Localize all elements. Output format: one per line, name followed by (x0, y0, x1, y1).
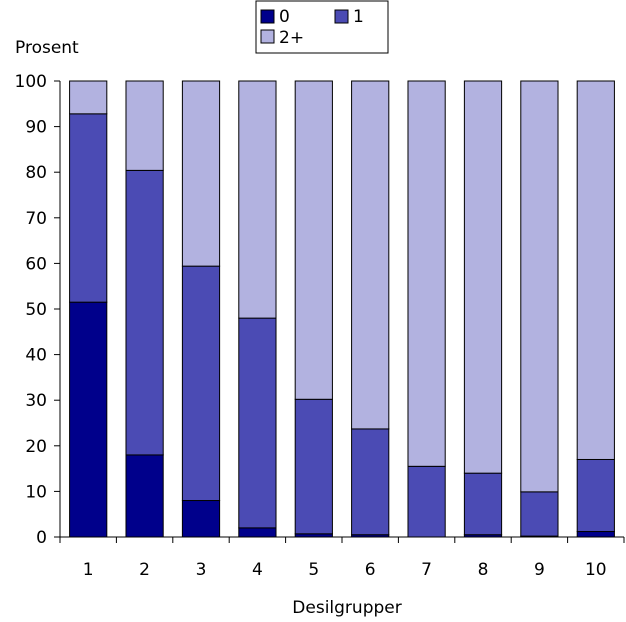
legend-box (255, 0, 389, 54)
y-axis-title: Prosent (15, 38, 79, 58)
bar-segment-1-cat-7 (407, 465, 446, 538)
bar-segment-1-cat-2 (125, 169, 164, 456)
legend-swatch-0 (260, 9, 275, 24)
bar-segment-1-cat-6 (351, 428, 390, 536)
x-tick-label: 1 (83, 560, 94, 580)
legend-label-2: 2+ (279, 28, 304, 48)
bar-segment-2plus-cat-2 (125, 80, 164, 171)
bar-segment-1-cat-3 (181, 265, 221, 502)
bars (69, 80, 615, 538)
bar-segment-1-cat-9 (520, 491, 559, 537)
y-tick-label: 30 (25, 391, 47, 411)
bar-segment-2plus-cat-3 (181, 80, 221, 267)
bar-segment-1-cat-1 (69, 113, 108, 303)
y-tick-label: 0 (36, 528, 47, 548)
x-axis-title: Desilgrupper (292, 598, 401, 618)
bar-segment-1-cat-5 (294, 398, 333, 535)
y-tick-label: 40 (25, 346, 47, 366)
legend: 0 1 2+ (255, 0, 389, 54)
bar-segment-1-cat-10 (576, 458, 615, 533)
bar-segment-1-cat-8 (463, 472, 503, 536)
bar-segment-1-cat-4 (238, 317, 277, 529)
y-tick-label: 80 (25, 163, 47, 183)
bar-segment-2plus-cat-7 (407, 80, 446, 467)
legend-swatch-1 (334, 9, 349, 24)
bar-segment-0-cat-10 (576, 531, 615, 538)
bar-segment-0-cat-1 (69, 301, 108, 538)
x-tick-label: 8 (478, 560, 489, 580)
bar-segment-2plus-cat-6 (351, 80, 390, 430)
x-tick-label: 10 (585, 560, 607, 580)
bar-segment-0-cat-4 (238, 527, 277, 538)
x-tick-label: 2 (139, 560, 150, 580)
bar-segment-2plus-cat-10 (576, 80, 615, 460)
bar-segment-2plus-cat-5 (294, 80, 333, 400)
y-tick-label: 10 (25, 482, 47, 502)
legend-label-0: 0 (279, 7, 290, 27)
bar-segment-0-cat-3 (181, 500, 221, 538)
legend-swatch-2 (260, 29, 275, 44)
y-tick-label: 20 (25, 437, 47, 457)
bar-segment-2plus-cat-8 (463, 80, 503, 474)
y-tick-label: 90 (25, 118, 47, 138)
bar-segment-2plus-cat-4 (238, 80, 277, 319)
bar-segment-0-cat-2 (125, 454, 164, 538)
legend-label-1: 1 (353, 7, 364, 27)
bar-segment-2plus-cat-9 (520, 80, 559, 493)
y-tick-label: 50 (25, 300, 47, 320)
y-ticks: 0 10 20 30 40 50 60 70 80 90 100 (15, 72, 60, 548)
y-tick-label: 100 (15, 72, 47, 92)
bar-segment-2plus-cat-1 (69, 80, 108, 115)
x-tick-label: 3 (196, 560, 207, 580)
y-tick-label: 70 (25, 209, 47, 229)
x-tick-label: 6 (365, 560, 376, 580)
x-tick-label: 4 (252, 560, 263, 580)
x-tick-label: 9 (534, 560, 545, 580)
y-tick-label: 60 (25, 254, 47, 274)
x-tick-label: 5 (308, 560, 319, 580)
x-ticks: 1 2 3 4 5 6 7 8 9 10 (59, 537, 625, 580)
x-tick-label: 7 (421, 560, 432, 580)
